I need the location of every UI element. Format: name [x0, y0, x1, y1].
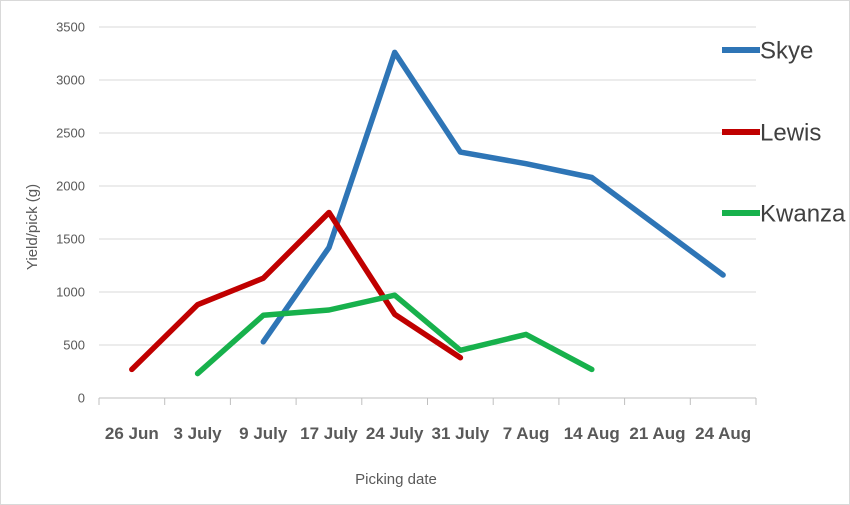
x-tick-label: 17 July — [300, 424, 358, 443]
x-axis-ticks: 26 Jun 3 July 9 July 17 July 24 July 31 July 7… — [105, 424, 751, 443]
x-tick-label: 3 July — [173, 424, 222, 443]
legend-label-kwanza: Kwanza — [760, 201, 846, 228]
x-axis — [98, 397, 757, 405]
series-line-skye — [260, 49, 726, 345]
x-tick-label: 21 Aug — [629, 424, 685, 443]
x-tick-label: 9 July — [239, 424, 288, 443]
x-tick-label: 24 July — [366, 424, 424, 443]
x-tick-label: 31 July — [432, 424, 490, 443]
x-tick-label: 24 Aug — [695, 424, 751, 443]
legend: Skye Lewis Kwanza — [722, 38, 846, 228]
y-tick-label: 1500 — [56, 232, 85, 247]
y-tick-label: 1000 — [56, 285, 85, 300]
y-tick-label: 2000 — [56, 179, 85, 194]
x-tick-label: 7 Aug — [503, 424, 550, 443]
y-tick-label: 500 — [63, 338, 85, 353]
x-tick-label: 14 Aug — [564, 424, 620, 443]
legend-label-lewis: Lewis — [760, 120, 821, 147]
series-line-lewis — [129, 209, 464, 373]
x-tick-label: 26 Jun — [105, 424, 159, 443]
y-tick-label: 3000 — [56, 73, 85, 88]
series-line-kwanza — [194, 292, 595, 377]
series-lines — [129, 49, 726, 377]
x-axis-title: Picking date — [355, 471, 437, 488]
y-tick-label: 2500 — [56, 126, 85, 141]
y-tick-label: 3500 — [56, 20, 85, 35]
y-axis-ticks: 0 500 1000 1500 2000 2500 3000 3500 — [56, 20, 85, 406]
y-tick-label: 0 — [78, 391, 85, 406]
legend-label-skye: Skye — [760, 38, 813, 65]
gridlines — [99, 26, 756, 346]
y-axis-title: Yield/pick (g) — [24, 184, 41, 270]
